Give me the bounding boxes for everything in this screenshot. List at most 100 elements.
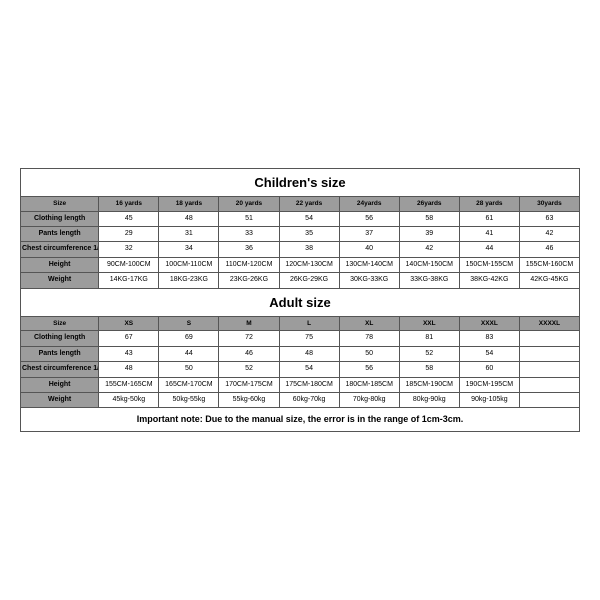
cell: 14KG-17KG [99,273,159,288]
cell: 42 [519,227,579,242]
children-header-row: Size 16 yards 18 yards 20 yards 22 yards… [21,196,580,211]
children-size-label: Size [21,196,99,211]
adult-col-4: XL [339,316,399,331]
cell: 54 [279,362,339,377]
adult-col-6: XXXL [459,316,519,331]
cell: 35 [279,227,339,242]
cell: 120CM-130CM [279,257,339,272]
table-row: Pants length 43 44 46 48 50 52 54 [21,346,580,361]
cell: 38 [279,242,339,257]
row-label: Pants length [21,227,99,242]
cell: 39 [399,227,459,242]
children-col-7: 30yards [519,196,579,211]
children-title: Children's size [20,168,580,196]
cell: 42 [399,242,459,257]
row-label: Clothing length [21,211,99,226]
cell: 51 [219,211,279,226]
cell: 48 [279,346,339,361]
cell: 54 [459,346,519,361]
row-label: Chest circumference 1/2 [21,362,99,377]
cell: 90kg-105kg [459,392,519,407]
cell: 56 [339,211,399,226]
cell: 165CM-170CM [159,377,219,392]
cell: 52 [399,346,459,361]
table-row: Pants length 29 31 33 35 37 39 41 42 [21,227,580,242]
cell: 67 [99,331,159,346]
cell: 185CM-190CM [399,377,459,392]
table-row: Clothing length 67 69 72 75 78 81 83 [21,331,580,346]
children-col-3: 22 yards [279,196,339,211]
cell: 69 [159,331,219,346]
cell: 175CM-180CM [279,377,339,392]
cell: 80kg-90kg [399,392,459,407]
cell: 60 [459,362,519,377]
cell: 190CM-195CM [459,377,519,392]
cell [519,346,579,361]
cell: 56 [339,362,399,377]
cell: 50kg-55kg [159,392,219,407]
cell: 63 [519,211,579,226]
adult-size-table: Adult size Size XS S M L XL XXL XXXL XXX… [20,288,580,433]
adult-size-label: Size [21,316,99,331]
cell: 155CM-165CM [99,377,159,392]
children-col-2: 20 yards [219,196,279,211]
adult-col-3: L [279,316,339,331]
table-row: Height 90CM-100CM 100CM-110CM 110CM-120C… [21,257,580,272]
cell: 140CM-150CM [399,257,459,272]
table-row: Clothing length 45 48 51 54 56 58 61 63 [21,211,580,226]
cell: 100CM-110CM [159,257,219,272]
cell: 58 [399,211,459,226]
table-row: Weight 14KG-17KG 18KG-23KG 23KG-26KG 26K… [21,273,580,288]
row-label: Weight [21,273,99,288]
cell: 170CM-175CM [219,377,279,392]
cell: 52 [219,362,279,377]
cell: 70kg-80kg [339,392,399,407]
adult-title: Adult size [20,288,580,316]
cell: 18KG-23KG [159,273,219,288]
cell: 26KG-29KG [279,273,339,288]
cell: 58 [399,362,459,377]
adult-col-1: S [159,316,219,331]
row-label: Height [21,377,99,392]
cell: 33KG-38KG [399,273,459,288]
cell: 33 [219,227,279,242]
children-col-0: 16 yards [99,196,159,211]
cell: 34 [159,242,219,257]
cell: 45 [99,211,159,226]
cell: 81 [399,331,459,346]
cell: 44 [159,346,219,361]
cell: 48 [159,211,219,226]
row-label: Clothing length [21,331,99,346]
cell: 32 [99,242,159,257]
cell: 36 [219,242,279,257]
cell: 60kg-70kg [279,392,339,407]
row-label: Pants length [21,346,99,361]
children-col-5: 26yards [399,196,459,211]
cell: 31 [159,227,219,242]
table-row: Chest circumference 1/2 48 50 52 54 56 5… [21,362,580,377]
cell: 180CM-185CM [339,377,399,392]
cell: 110CM-120CM [219,257,279,272]
cell: 150CM-155CM [459,257,519,272]
cell: 83 [459,331,519,346]
cell: 72 [219,331,279,346]
cell: 50 [159,362,219,377]
cell [519,362,579,377]
children-col-1: 18 yards [159,196,219,211]
row-label: Weight [21,392,99,407]
cell: 37 [339,227,399,242]
table-row: Weight 45kg-50kg 50kg-55kg 55kg-60kg 60k… [21,392,580,407]
table-row: Height 155CM-165CM 165CM-170CM 170CM-175… [21,377,580,392]
children-col-4: 24yards [339,196,399,211]
cell: 30KG-33KG [339,273,399,288]
cell: 40 [339,242,399,257]
cell [519,377,579,392]
cell: 43 [99,346,159,361]
adult-col-7: XXXXL [519,316,579,331]
cell: 75 [279,331,339,346]
note-row: Important note: Due to the manual size, … [21,408,580,432]
important-note: Important note: Due to the manual size, … [21,408,580,432]
adult-col-5: XXL [399,316,459,331]
cell: 48 [99,362,159,377]
cell: 54 [279,211,339,226]
